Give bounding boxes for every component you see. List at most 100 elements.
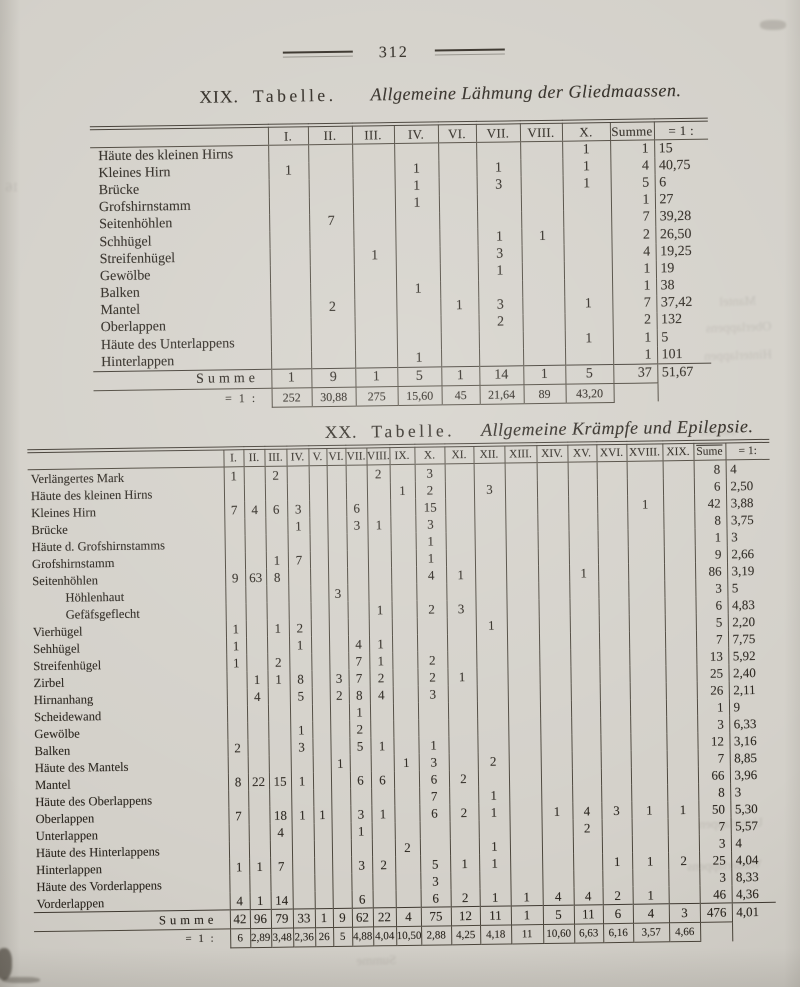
- ratio-cell: 2,11: [728, 680, 773, 699]
- value-cell: [326, 465, 346, 484]
- sum-cell: 12: [697, 732, 730, 750]
- value-cell: 1: [478, 803, 510, 821]
- value-cell: 1: [479, 854, 511, 872]
- value-cell: [597, 495, 628, 514]
- value-cell: 1: [479, 888, 511, 907]
- value-cell: [541, 836, 574, 855]
- value-cell: [631, 835, 669, 853]
- value-cell: 3: [350, 805, 372, 823]
- value-cell: [269, 789, 292, 807]
- value-cell: [269, 840, 293, 858]
- value-cell: [510, 854, 543, 872]
- value-cell: [571, 768, 602, 786]
- value-cell: [347, 601, 369, 619]
- sum-cell: 1: [694, 528, 727, 546]
- value-cell: [286, 483, 310, 501]
- sum-cell: 66: [697, 766, 731, 784]
- value-cell: [509, 837, 543, 855]
- value-cell: [573, 853, 603, 871]
- value-cell: 3: [478, 296, 523, 315]
- value-cell: [447, 650, 477, 669]
- value-cell: 1: [477, 262, 523, 281]
- value-cell: [328, 618, 348, 637]
- value-cell: [666, 749, 698, 768]
- value-cell: [370, 754, 394, 772]
- value-cell: [509, 803, 542, 821]
- value-cell: 7: [270, 857, 293, 875]
- ratio-value-cell: 11: [511, 924, 544, 944]
- value-cell: [268, 721, 291, 739]
- ratio-cell: 5: [727, 578, 772, 597]
- sum-cell: 6: [695, 596, 728, 614]
- sum-cell: 4: [610, 157, 655, 176]
- value-cell: 3: [329, 669, 349, 688]
- value-cell: [247, 755, 269, 774]
- value-cell: [522, 347, 566, 367]
- summe-value-cell: 96: [249, 909, 272, 929]
- value-cell: [369, 703, 394, 721]
- value-cell: [291, 789, 314, 807]
- value-cell: [521, 210, 564, 229]
- value-cell: 1: [249, 891, 271, 910]
- sum-cell: 5: [695, 613, 728, 631]
- value-cell: [448, 735, 478, 754]
- value-cell: [449, 837, 480, 856]
- value-cell: [351, 873, 373, 891]
- value-cell: 1: [631, 801, 668, 819]
- value-cell: 2: [449, 803, 479, 822]
- value-cell: 1: [290, 772, 314, 790]
- value-cell: [346, 550, 369, 568]
- value-cell: [569, 581, 599, 599]
- value-cell: [416, 634, 448, 652]
- value-cell: 2: [416, 600, 447, 618]
- value-cell: 1: [476, 159, 521, 178]
- value-cell: [601, 818, 632, 837]
- column-header: III.: [351, 124, 395, 145]
- value-cell: 2: [349, 720, 371, 738]
- value-cell: [478, 820, 510, 838]
- table-xix-label: Tabelle.: [252, 84, 337, 107]
- value-cell: [662, 460, 694, 479]
- sum-cell: 7: [698, 817, 731, 835]
- value-cell: [540, 734, 572, 753]
- value-cell: [629, 665, 666, 683]
- value-cell: 3: [414, 463, 445, 482]
- value-cell: [314, 873, 333, 892]
- sum-cell: 50: [698, 800, 731, 818]
- sum-cell: 3: [697, 715, 730, 733]
- column-header: II.: [243, 447, 265, 467]
- value-cell: 3: [287, 500, 310, 518]
- value-cell: [313, 839, 333, 858]
- value-cell: [352, 161, 395, 180]
- value-cell: [268, 196, 310, 215]
- value-cell: 3: [328, 584, 348, 603]
- value-cell: [477, 735, 509, 753]
- ratio-cell: 3,19: [726, 561, 772, 580]
- column-header: X.: [561, 121, 611, 142]
- value-cell: [667, 834, 700, 853]
- value-cell: [445, 497, 475, 516]
- value-cell: 1: [510, 888, 543, 906]
- column-header: IV.: [286, 447, 309, 467]
- value-cell: [247, 738, 269, 757]
- value-cell: [395, 889, 421, 908]
- value-cell: 8: [266, 568, 289, 586]
- value-cell: [630, 767, 668, 785]
- sum-cell: 1: [612, 277, 657, 296]
- column-header: = 1 :: [653, 119, 709, 140]
- value-cell: 1: [446, 565, 476, 584]
- value-cell: 6: [418, 770, 450, 788]
- value-cell: [390, 498, 416, 517]
- column-header: XIV.: [536, 443, 568, 463]
- value-cell: 6: [419, 804, 450, 822]
- value-cell: [478, 348, 524, 367]
- value-cell: [476, 193, 522, 212]
- ratio-cell: 15: [654, 139, 709, 158]
- value-cell: [347, 584, 369, 602]
- value-cell: [354, 298, 397, 317]
- value-cell: [418, 719, 449, 737]
- value-cell: [268, 738, 291, 756]
- value-cell: 9: [225, 569, 246, 587]
- value-cell: [597, 546, 629, 565]
